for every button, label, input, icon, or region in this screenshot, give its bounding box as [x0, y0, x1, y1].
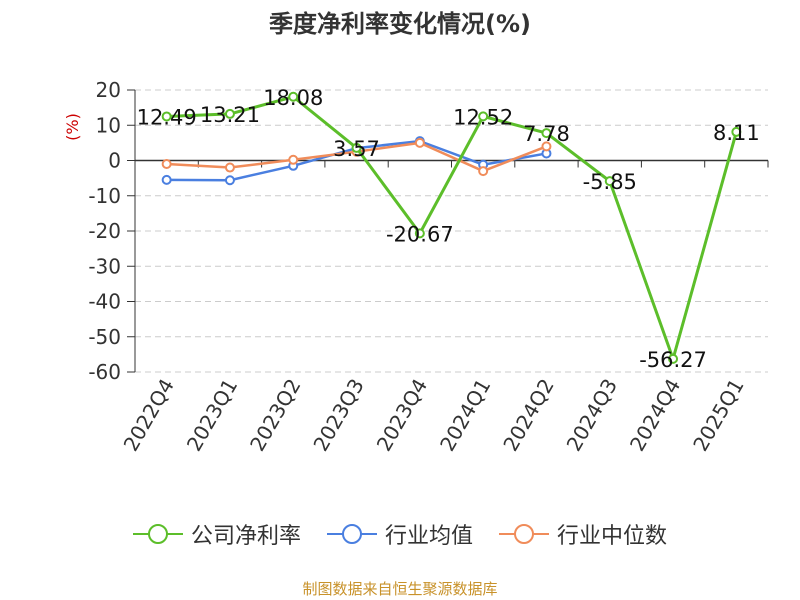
- legend-label: 行业均值: [384, 524, 473, 549]
- data-point: [351, 142, 362, 153]
- x-tick-label: 2024Q4: [625, 375, 685, 456]
- legend: 公司净利率 行业均值 行业中位数: [0, 518, 800, 550]
- series-line-0: [166, 95, 738, 361]
- legend-label: 行业中位数: [557, 524, 668, 549]
- legend-item-company[interactable]: 公司净利率: [132, 518, 301, 550]
- data-point: [604, 176, 615, 187]
- source-note: 制图数据来自恒生聚源数据库: [302, 580, 498, 598]
- y-tick-label: 20: [96, 78, 121, 102]
- chart-title: 季度净利率变化情况(%): [269, 10, 531, 38]
- data-point: [288, 154, 299, 165]
- x-tick-label: 2024Q1: [435, 375, 495, 456]
- x-tick-label: 2022Q4: [119, 375, 179, 456]
- x-tick-label: 2024Q2: [498, 375, 558, 456]
- y-tick-label: 0: [108, 149, 121, 173]
- data-label: -56.27: [639, 348, 707, 372]
- x-tick-label: 2025Q1: [688, 375, 748, 456]
- x-tick-label: 2023Q2: [245, 375, 305, 456]
- data-point: [224, 175, 235, 186]
- y-tick-label: -60: [88, 360, 121, 384]
- legend-item-industry-mean[interactable]: 行业均值: [326, 518, 473, 550]
- y-axis-label: (%): [63, 113, 82, 141]
- y-tick-label: -50: [88, 325, 121, 349]
- y-tick-label: -10: [88, 184, 121, 208]
- x-tick-label: 2023Q1: [182, 375, 242, 456]
- legend-item-industry-median[interactable]: 行业中位数: [499, 518, 667, 550]
- data-point: [161, 111, 172, 122]
- data-label: 12.52: [453, 105, 513, 129]
- data-point: [161, 174, 172, 185]
- data-point: [414, 137, 425, 148]
- y-tick-label: -20: [88, 219, 121, 243]
- data-point: [414, 228, 425, 239]
- legend-swatch-icon: [132, 524, 183, 544]
- data-point: [224, 162, 235, 173]
- data-label: -5.85: [583, 170, 637, 194]
- data-label: 7.78: [523, 122, 570, 146]
- data-point: [224, 108, 235, 119]
- data-point: [541, 128, 552, 139]
- data-label: 3.57: [333, 137, 380, 161]
- legend-swatch-icon: [499, 524, 549, 544]
- data-point: [478, 111, 489, 122]
- data-label: 13.21: [200, 103, 260, 127]
- data-point: [541, 141, 552, 152]
- y-tick-label: 10: [96, 113, 121, 137]
- data-point: [731, 126, 742, 137]
- x-tick-label: 2023Q4: [372, 375, 432, 456]
- x-tick-label: 2023Q3: [308, 375, 368, 456]
- data-label: -20.67: [386, 222, 454, 246]
- data-label: 18.08: [263, 86, 323, 110]
- data-point: [668, 353, 679, 364]
- data-label: 12.49: [137, 105, 197, 129]
- legend-swatch-icon: [326, 524, 377, 544]
- data-point: [288, 91, 299, 102]
- data-point: [478, 166, 489, 177]
- data-point: [161, 159, 172, 170]
- y-tick-label: -30: [88, 254, 121, 278]
- x-tick-label: 2024Q3: [562, 375, 622, 456]
- y-tick-label: -40: [88, 290, 121, 314]
- data-label: 8.11: [713, 121, 760, 145]
- legend-label: 公司净利率: [190, 524, 301, 549]
